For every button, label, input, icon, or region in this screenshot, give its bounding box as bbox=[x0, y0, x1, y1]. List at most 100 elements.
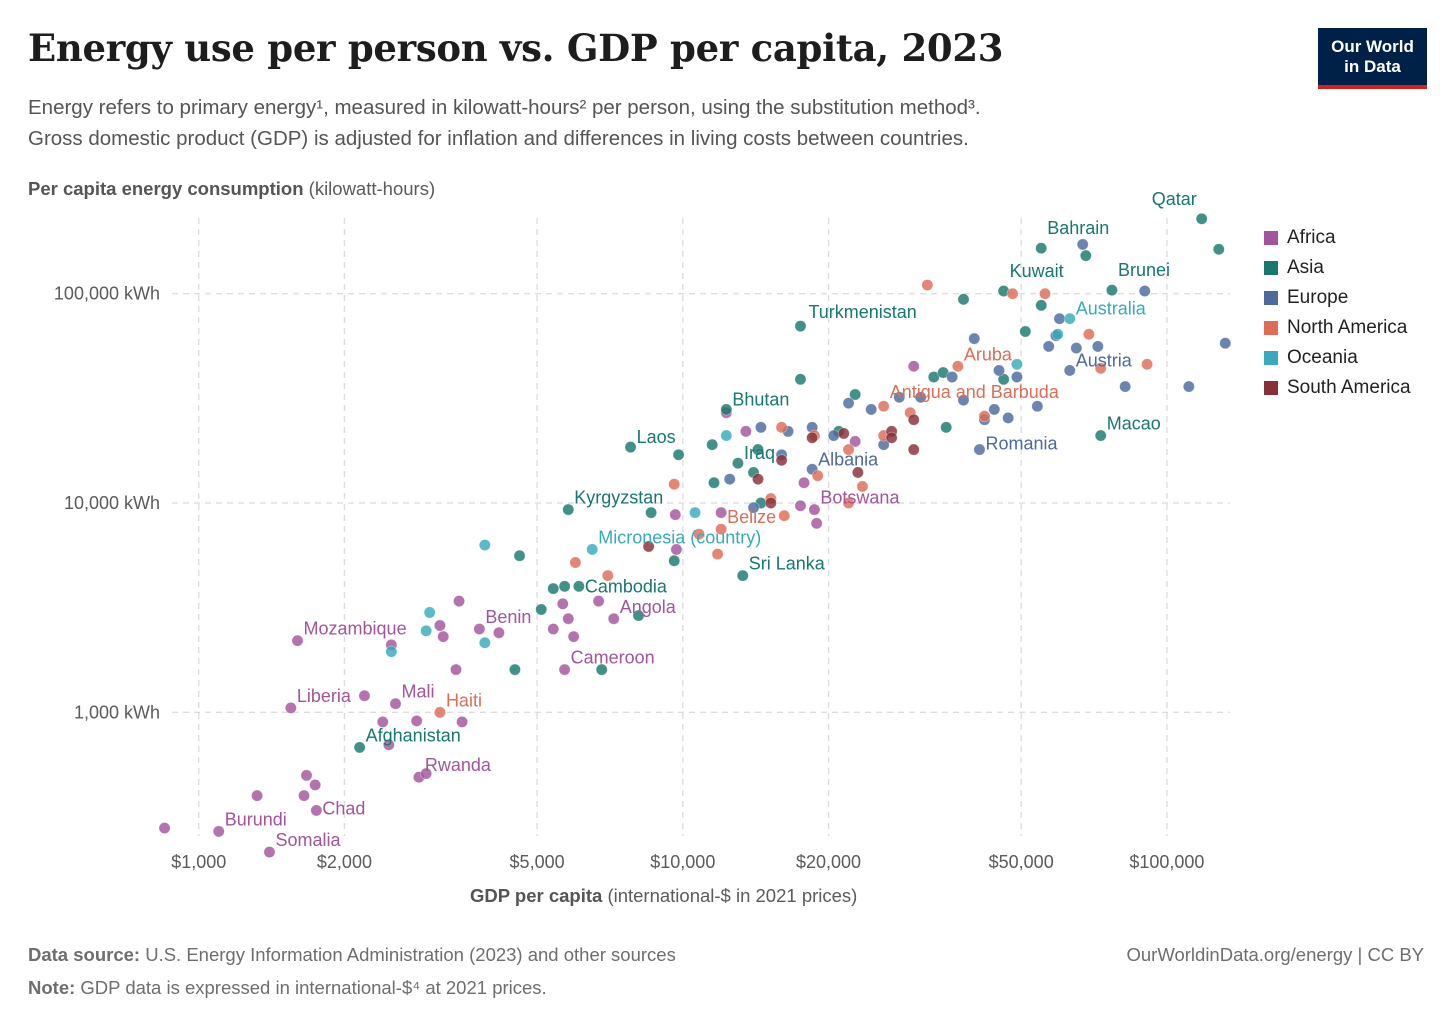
data-point bbox=[968, 332, 981, 345]
data-point bbox=[957, 394, 970, 407]
x-tick-label: $1,000 bbox=[171, 852, 226, 872]
point-label: Turkmenistan bbox=[808, 302, 916, 322]
data-point bbox=[723, 473, 736, 486]
data-point bbox=[601, 569, 614, 582]
data-point bbox=[811, 469, 824, 482]
point-label: Romania bbox=[985, 434, 1058, 454]
data-point bbox=[806, 431, 819, 444]
point-label: Bahrain bbox=[1047, 218, 1109, 238]
data-point bbox=[852, 466, 864, 479]
data-point bbox=[708, 476, 720, 489]
legend-swatch bbox=[1264, 231, 1278, 245]
data-point bbox=[1182, 380, 1195, 393]
legend-swatch bbox=[1264, 291, 1278, 305]
legend-swatch bbox=[1264, 261, 1278, 275]
data-point bbox=[645, 506, 658, 519]
data-point bbox=[420, 624, 433, 637]
data-point bbox=[907, 360, 920, 373]
owid-logo[interactable]: Our World in Data bbox=[1318, 28, 1427, 89]
point-label: Botswana bbox=[820, 488, 900, 508]
data-point bbox=[1035, 299, 1048, 312]
data-point bbox=[885, 431, 898, 444]
data-point bbox=[450, 663, 462, 676]
legend-label: North America bbox=[1287, 317, 1408, 338]
point-label: Antigua and Barbuda bbox=[890, 382, 1060, 402]
point-label: Belize bbox=[727, 507, 776, 527]
note-text: GDP data is expressed in international-$… bbox=[80, 977, 547, 998]
point-label: Kuwait bbox=[1010, 261, 1064, 281]
y-axis-title-unit: (kilowatt-hours) bbox=[308, 178, 436, 199]
data-point bbox=[284, 702, 297, 714]
data-point bbox=[547, 582, 560, 595]
legend-item[interactable]: North America bbox=[1264, 313, 1411, 343]
data-point bbox=[562, 612, 575, 625]
data-point bbox=[1039, 287, 1051, 300]
point-label: Mozambique bbox=[304, 619, 407, 639]
point-label: Kyrgyzstan bbox=[574, 488, 663, 508]
data-point bbox=[893, 391, 906, 404]
data-source-text: U.S. Energy Information Administration (… bbox=[145, 944, 676, 965]
data-point bbox=[810, 517, 823, 530]
data-point bbox=[1070, 342, 1083, 354]
data-point bbox=[595, 663, 608, 676]
x-axis-title-unit: (international-$ in 2021 prices) bbox=[607, 885, 858, 906]
point-label: Somalia bbox=[275, 830, 341, 850]
note-label: Note: bbox=[28, 977, 76, 998]
data-point bbox=[509, 663, 521, 676]
data-point bbox=[310, 804, 323, 817]
data-point bbox=[586, 543, 599, 556]
data-point bbox=[1094, 429, 1107, 442]
data-point bbox=[513, 549, 526, 562]
data-point bbox=[1063, 364, 1076, 377]
data-point bbox=[856, 480, 869, 493]
data-point bbox=[849, 435, 862, 448]
point-label: Bhutan bbox=[732, 389, 789, 409]
legend-item[interactable]: Oceania bbox=[1264, 343, 1411, 373]
point-label: Austria bbox=[1076, 350, 1133, 370]
data-point bbox=[747, 501, 760, 514]
data-point bbox=[1082, 328, 1095, 341]
data-point bbox=[1141, 358, 1153, 371]
data-point bbox=[689, 506, 701, 519]
data-point bbox=[1042, 340, 1055, 353]
data-point bbox=[493, 626, 505, 639]
legend-item[interactable]: Europe bbox=[1264, 283, 1411, 313]
data-point bbox=[263, 846, 276, 858]
data-point bbox=[740, 425, 752, 438]
data-point bbox=[569, 556, 582, 569]
data-point bbox=[865, 403, 878, 416]
data-point bbox=[158, 822, 171, 834]
data-point bbox=[715, 506, 728, 519]
credit-link[interactable]: OurWorldinData.org/energy | CC BY bbox=[1126, 944, 1425, 965]
point-label: Brunei bbox=[1118, 260, 1170, 280]
legend-swatch bbox=[1264, 381, 1278, 395]
legend-item[interactable]: Asia bbox=[1264, 253, 1411, 283]
data-point bbox=[478, 636, 491, 649]
data-point bbox=[558, 663, 571, 676]
data-point bbox=[877, 400, 890, 413]
data-point bbox=[668, 478, 681, 491]
legend-item[interactable]: Africa bbox=[1264, 223, 1411, 253]
x-tick-label: $20,000 bbox=[796, 852, 861, 872]
point-label: Cameroon bbox=[571, 648, 655, 668]
grid-lines bbox=[172, 218, 1230, 836]
data-point bbox=[993, 364, 1005, 377]
legend-item[interactable]: South America bbox=[1264, 373, 1411, 403]
data-point bbox=[592, 595, 605, 608]
data-point bbox=[798, 476, 810, 489]
data-point bbox=[808, 503, 821, 516]
data-point bbox=[300, 769, 313, 782]
data-point bbox=[914, 391, 927, 404]
data-point bbox=[940, 421, 953, 434]
data-point bbox=[1138, 285, 1151, 297]
logo-line-1: Our World bbox=[1331, 36, 1414, 56]
chart-subtitle: Energy refers to primary energy¹, measur… bbox=[28, 92, 1278, 154]
data-point bbox=[1219, 337, 1232, 350]
data-point bbox=[752, 443, 764, 456]
data-point bbox=[849, 388, 862, 401]
data-point bbox=[827, 429, 840, 442]
data-point bbox=[1019, 325, 1032, 338]
data-point bbox=[1076, 238, 1089, 251]
data-point bbox=[837, 427, 850, 440]
